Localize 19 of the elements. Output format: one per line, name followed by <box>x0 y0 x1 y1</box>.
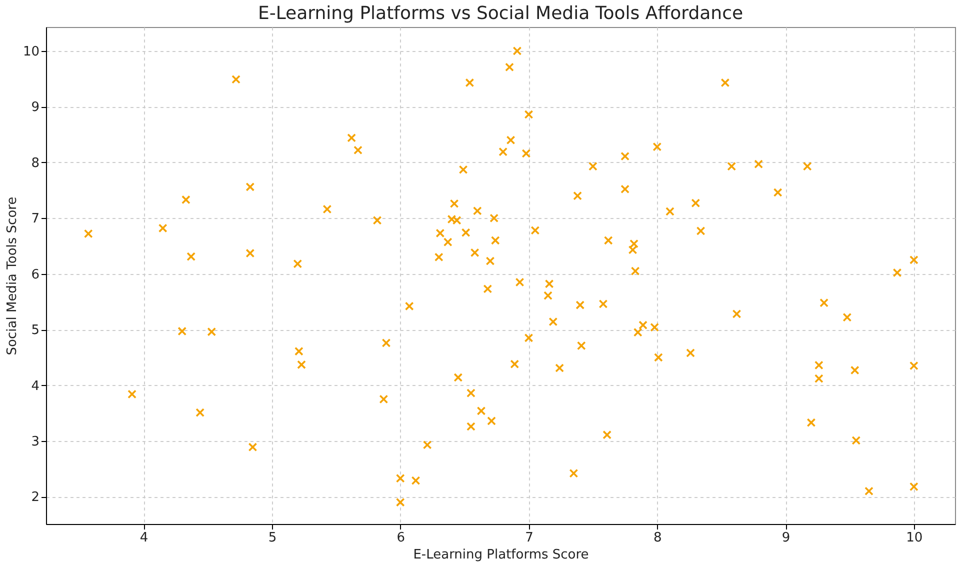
y-tick-label: 6 <box>31 267 40 282</box>
x-axis-title: E-Learning Platforms Score <box>413 548 589 562</box>
y-tick-label: 3 <box>31 434 40 450</box>
y-tick-label: 8 <box>31 156 40 171</box>
chart-title: E-Learning Platforms vs Social Media Tools Affordance <box>258 3 744 24</box>
x-tick-label: 5 <box>268 530 277 546</box>
y-tick-label: 5 <box>31 323 40 338</box>
y-tick-label: 4 <box>31 378 40 394</box>
y-tick-label: 2 <box>31 490 40 506</box>
x-tick-label: 6 <box>396 530 405 546</box>
y-tick-label: 9 <box>31 100 40 116</box>
y-tick-label: 10 <box>22 44 40 60</box>
x-tick-label: 8 <box>653 530 662 546</box>
x-tick-label: 7 <box>525 530 534 546</box>
x-tick-label: 4 <box>140 530 148 546</box>
y-tick-label: 7 <box>31 212 40 227</box>
x-tick-label: 10 <box>906 530 923 546</box>
x-tick-label: 9 <box>782 530 790 546</box>
y-axis-title: Social Media Tools Score <box>4 196 20 356</box>
